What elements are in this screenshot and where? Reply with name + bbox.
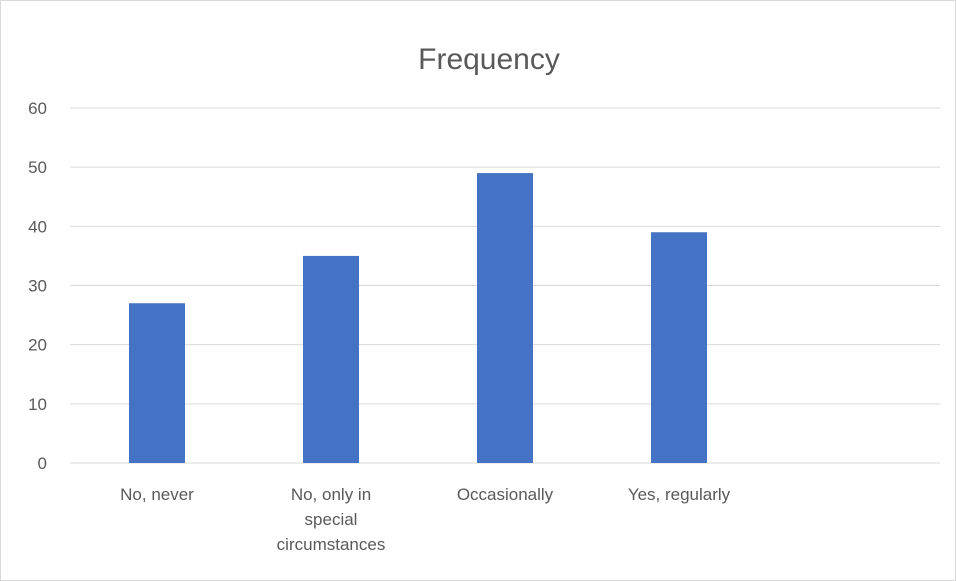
x-category-label: Yes, regularly [628, 485, 731, 504]
x-category-label: No, only in special circumstances [277, 485, 386, 554]
y-tick-label: 10 [28, 395, 47, 414]
bars [129, 173, 707, 464]
y-axis-ticks: 0 10 20 30 40 50 60 [28, 99, 47, 473]
bar-3 [477, 173, 533, 464]
y-tick-label: 50 [28, 158, 47, 177]
x-category-label: Occasionally [457, 485, 554, 504]
bar-4 [651, 232, 707, 463]
y-tick-label: 40 [28, 217, 47, 236]
x-axis-labels: No, never No, only in special circumstances… [120, 485, 731, 554]
bar-1 [129, 303, 185, 463]
x-category-label: No, never [120, 485, 194, 504]
y-tick-label: 0 [38, 454, 47, 473]
bar-2 [303, 255, 359, 463]
y-tick-label: 30 [28, 277, 47, 296]
chart-title: Frequency [418, 43, 560, 76]
y-tick-label: 20 [28, 336, 47, 355]
y-tick-label: 60 [28, 99, 47, 118]
